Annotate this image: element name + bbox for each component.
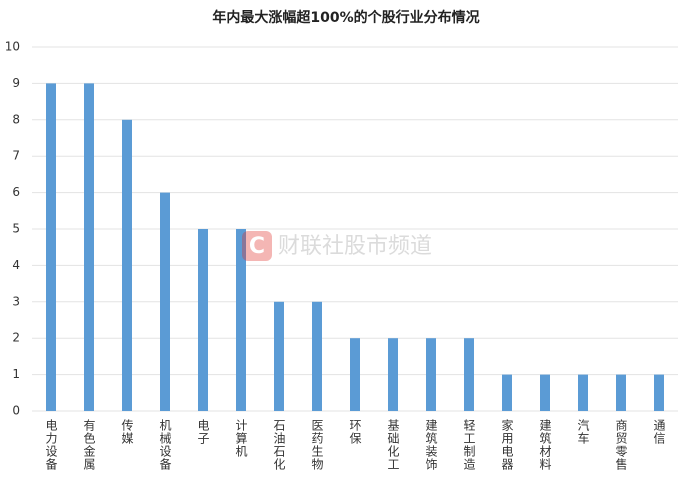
y-tick-label: 4 (12, 258, 20, 272)
x-tick-label: 汽车 (576, 418, 590, 445)
bar (46, 83, 56, 412)
chart-title: 年内最大涨幅超100%的个股行业分布情况 (212, 9, 479, 26)
x-tick-label: 传媒 (120, 418, 134, 445)
bar (122, 119, 132, 412)
x-tick-label: 医药生物 (310, 419, 324, 471)
x-tick-label: 环保 (348, 419, 362, 445)
bar (426, 338, 436, 411)
y-tick-label: 2 (12, 331, 20, 345)
bar (274, 301, 284, 411)
x-tick-label: 家用电器 (500, 418, 514, 471)
y-tick-label: 8 (12, 112, 20, 126)
bar (502, 374, 512, 411)
y-tick-label: 5 (12, 222, 20, 236)
y-tick-label: 6 (12, 185, 20, 199)
x-tick-label: 建筑材料 (538, 419, 552, 471)
y-tick-label: 9 (12, 76, 20, 90)
x-tick-label: 计算机 (234, 419, 248, 458)
x-tick-label: 电力设备 (44, 419, 58, 471)
y-tick-label: 7 (12, 149, 20, 163)
y-tick-label: 10 (5, 40, 20, 54)
bar (388, 338, 398, 411)
bar (160, 192, 170, 411)
y-tick-label: 0 (12, 404, 20, 418)
bar (84, 83, 94, 412)
bar (464, 338, 474, 411)
bar (616, 374, 626, 411)
x-tick-label: 通信 (652, 419, 666, 445)
x-tick-label: 机械设备 (158, 419, 172, 471)
y-tick-label: 1 (12, 367, 20, 381)
bar (654, 374, 664, 411)
watermark-logo (242, 231, 272, 261)
y-tick-label: 3 (12, 294, 20, 308)
watermark: 财联社股市频道 (278, 234, 432, 259)
x-tick-label: 轻工制造 (462, 419, 476, 471)
x-tick-label: 建筑装饰 (424, 419, 438, 471)
bar (578, 374, 588, 411)
bar (312, 301, 322, 411)
bar (198, 229, 208, 411)
x-tick-label: 商贸零售 (614, 418, 628, 471)
x-tick-label: 基础化工 (386, 419, 400, 471)
bar (350, 338, 360, 411)
bar (540, 374, 550, 411)
x-tick-label: 电子 (196, 419, 210, 445)
x-tick-label: 有色金属 (82, 419, 96, 471)
watermark-logo-letter: C (249, 234, 265, 259)
watermark-group: C 财联社股市频道 (242, 231, 432, 261)
x-tick-label: 石油石化 (272, 419, 286, 471)
bar (236, 229, 246, 411)
